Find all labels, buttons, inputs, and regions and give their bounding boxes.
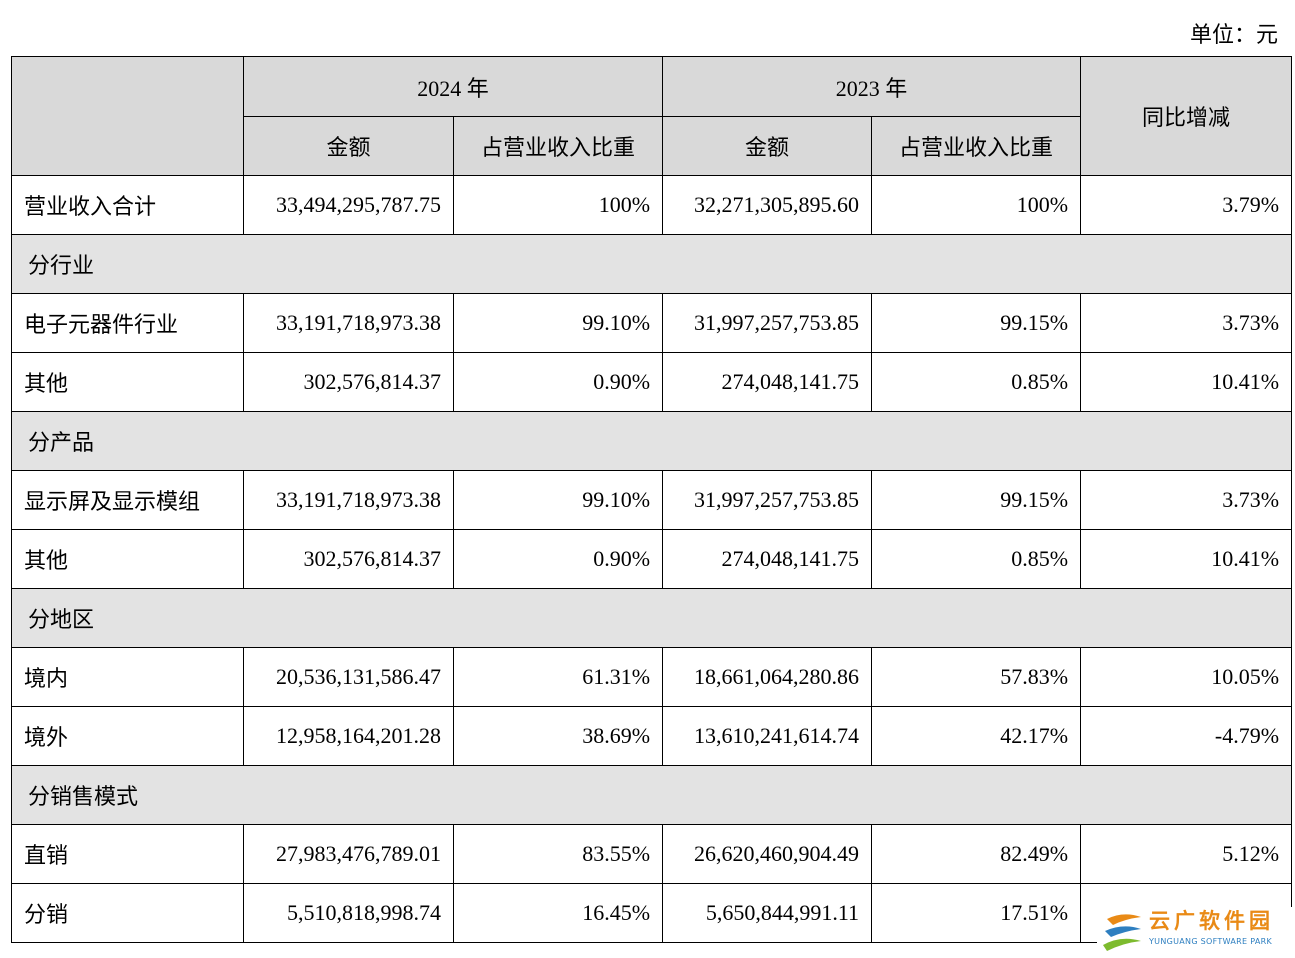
watermark-text: 云广软件园	[1149, 909, 1274, 933]
header-ratio-2023: 占营业收入比重	[871, 116, 1082, 176]
watermark-subtext: YUNGUANG SOFTWARE PARK	[1149, 937, 1272, 946]
ratio-2023-cell: 0.85%	[871, 352, 1082, 412]
amount-2024-cell: 12,958,164,201.28	[243, 706, 454, 766]
table-row: 境内 20,536,131,586.47 61.31% 18,661,064,280.…	[11, 647, 1293, 707]
ratio-2023-cell: 0.85%	[871, 529, 1082, 589]
row-label: 其他	[11, 352, 244, 412]
row-label: 显示屏及显示模组	[11, 470, 244, 530]
table-row: 分销 5,510,818,998.74 16.45% 5,650,844,991.11…	[11, 883, 1293, 943]
watermark: 云广软件园 YUNGUANG SOFTWARE PARK	[1097, 907, 1293, 955]
amount-2023-cell: 5,650,844,991.11	[662, 883, 873, 943]
ratio-2024-cell: 16.45%	[452, 883, 664, 943]
header-year-2023: 2023 年	[662, 56, 1082, 117]
ratio-2023-cell: 17.51%	[871, 883, 1082, 943]
ratio-2024-cell: 0.90%	[452, 529, 664, 589]
amount-2024-cell: 20,536,131,586.47	[243, 647, 454, 707]
amount-2023-cell: 274,048,141.75	[662, 352, 873, 412]
yoy-cell: 10.41%	[1080, 352, 1293, 412]
amount-2023-cell: 18,661,064,280.86	[662, 647, 873, 707]
amount-2023-cell: 26,620,460,904.49	[662, 824, 873, 884]
yoy-cell: 5.12%	[1080, 824, 1293, 884]
ratio-2023-cell: 99.15%	[871, 293, 1082, 353]
table-row: 显示屏及显示模组 33,191,718,973.38 99.10% 31,997,25…	[11, 470, 1293, 530]
ratio-2023-cell: 42.17%	[871, 706, 1082, 766]
ratio-2024-cell: 61.31%	[452, 647, 664, 707]
header-yoy: 同比增减	[1080, 56, 1293, 176]
yunguang-logo-icon	[1103, 914, 1141, 951]
ratio-2024-cell: 0.90%	[452, 352, 664, 412]
section-row: 分销售模式	[10, 765, 1293, 825]
amount-2024-cell: 302,576,814.37	[243, 352, 454, 412]
section-label: 分产品	[10, 411, 1293, 471]
ratio-2024-cell: 99.10%	[452, 470, 664, 530]
revenue-composition-table: 2024 年 2023 年 同比增减 金额 占营业收入比重 金额 占营业收入比重…	[10, 56, 1293, 943]
header-amount-2023: 金额	[662, 116, 873, 176]
section-label: 分销售模式	[10, 765, 1293, 825]
table-row: 其他 302,576,814.37 0.90% 274,048,141.75 0.85%…	[11, 529, 1293, 589]
amount-2024-cell: 27,983,476,789.01	[243, 824, 454, 884]
ratio-2024-cell: 100%	[452, 175, 664, 235]
amount-2023-cell: 274,048,141.75	[662, 529, 873, 589]
header-amount-2024: 金额	[243, 116, 454, 176]
ratio-2023-cell: 99.15%	[871, 470, 1082, 530]
ratio-2024-cell: 38.69%	[452, 706, 664, 766]
header-blank-cell	[11, 56, 244, 176]
unit-label: 单位：元	[1189, 22, 1278, 47]
table-body: 营业收入合计 33,494,295,787.75 100% 32,271,305,89…	[10, 175, 1293, 943]
row-label: 电子元器件行业	[11, 293, 244, 353]
section-row: 分产品	[10, 411, 1293, 471]
amount-2023-cell: 31,997,257,753.85	[662, 470, 873, 530]
amount-2024-cell: 33,191,718,973.38	[243, 293, 454, 353]
yoy-cell: 10.05%	[1080, 647, 1293, 707]
table-row: 电子元器件行业 33,191,718,973.38 99.10% 31,997,257…	[11, 293, 1293, 353]
row-label: 分销	[11, 883, 244, 943]
ratio-2023-cell: 100%	[871, 175, 1082, 235]
yoy-cell: -4.79%	[1080, 706, 1293, 766]
amount-2023-cell: 32,271,305,895.60	[662, 175, 873, 235]
yoy-cell: 3.73%	[1080, 470, 1293, 530]
ratio-2023-cell: 82.49%	[871, 824, 1082, 884]
amount-2023-cell: 31,997,257,753.85	[662, 293, 873, 353]
row-label: 营业收入合计	[11, 175, 244, 235]
header-ratio-2024: 占营业收入比重	[452, 116, 664, 176]
table-row: 营业收入合计 33,494,295,787.75 100% 32,271,305,89…	[11, 175, 1293, 235]
amount-2024-cell: 33,191,718,973.38	[243, 470, 454, 530]
yoy-cell: 10.41%	[1080, 529, 1293, 589]
yoy-cell: 3.79%	[1080, 175, 1293, 235]
table-row: 直销 27,983,476,789.01 83.55% 26,620,460,904.…	[11, 824, 1293, 884]
ratio-2023-cell: 57.83%	[871, 647, 1082, 707]
yoy-cell: 3.73%	[1080, 293, 1293, 353]
amount-2024-cell: 302,576,814.37	[243, 529, 454, 589]
section-row: 分地区	[10, 588, 1293, 648]
ratio-2024-cell: 83.55%	[452, 824, 664, 884]
header-row-metrics: 金额 占营业收入比重 金额 占营业收入比重	[12, 116, 1292, 176]
amount-2023-cell: 13,610,241,614.74	[662, 706, 873, 766]
section-label: 分地区	[10, 588, 1293, 648]
section-row: 分行业	[10, 234, 1293, 294]
row-label: 其他	[11, 529, 244, 589]
header-year-2024: 2024 年	[242, 56, 664, 117]
section-label: 分行业	[10, 234, 1293, 294]
row-label: 境外	[11, 706, 244, 766]
table-row: 境外 12,958,164,201.28 38.69% 13,610,241,614.…	[11, 706, 1293, 766]
header-row-years: 2024 年 2023 年 同比增减	[11, 56, 1293, 176]
ratio-2024-cell: 99.10%	[452, 293, 664, 353]
table-row: 其他 302,576,814.37 0.90% 274,048,141.75 0.85%…	[11, 352, 1293, 412]
row-label: 境内	[11, 647, 244, 707]
row-label: 直销	[11, 824, 244, 884]
amount-2024-cell: 5,510,818,998.74	[243, 883, 454, 943]
amount-2024-cell: 33,494,295,787.75	[243, 175, 454, 235]
